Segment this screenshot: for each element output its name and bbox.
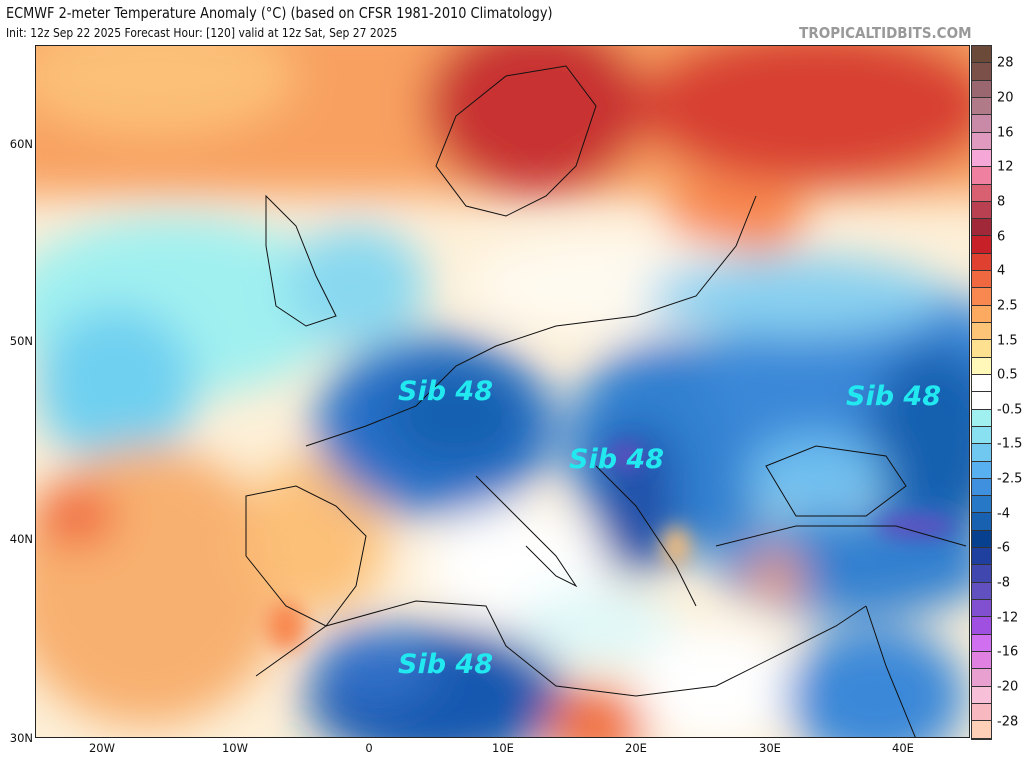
colorbar-segment	[972, 617, 991, 635]
colorbar-label: -2.5	[997, 471, 1023, 487]
colorbar-segment	[972, 669, 991, 687]
colorbar-label: 12	[997, 159, 1014, 175]
colorbar-segment	[972, 149, 991, 168]
annotation-label: Sib 48	[398, 649, 494, 680]
colorbar-segment	[972, 46, 991, 64]
colorbar-segment	[972, 478, 991, 497]
colorbar-segment	[972, 444, 991, 462]
colorbar-segment	[972, 167, 991, 185]
colorbar-segment	[972, 236, 991, 254]
lon-label: 20E	[625, 741, 647, 755]
colorbar	[971, 45, 992, 740]
colorbar-segment	[972, 634, 991, 652]
colorbar-segment	[972, 63, 991, 81]
lat-label: 40N	[9, 532, 33, 546]
colorbar-segment	[972, 184, 991, 202]
colorbar-label: -16	[997, 644, 1019, 660]
colorbar-label: -0.5	[997, 402, 1023, 418]
lat-label: 60N	[9, 137, 33, 151]
colorbar-segment	[972, 426, 991, 445]
colorbar-label: -28	[997, 714, 1019, 730]
colorbar-segment	[972, 548, 991, 566]
colorbar-segment	[972, 253, 991, 272]
colorbar-label: 28	[997, 55, 1014, 71]
colorbar-label: -8	[997, 575, 1010, 591]
colorbar-label: -1.5	[997, 436, 1023, 452]
colorbar-label: 1.5	[997, 333, 1018, 349]
coastlines	[245, 65, 967, 737]
colorbar-label: -12	[997, 610, 1019, 626]
colorbar-label: 20	[997, 90, 1014, 106]
lon-label: 40E	[892, 741, 914, 755]
colorbar-segment	[972, 305, 991, 323]
annotation-label: Sib 48	[846, 381, 942, 412]
colorbar-segment	[972, 392, 991, 410]
lon-label: 0	[365, 741, 373, 755]
colorbar-label: -4	[997, 506, 1010, 522]
colorbar-label: -20	[997, 679, 1019, 695]
colorbar-segment	[972, 600, 991, 618]
annotation-label: Sib 48	[398, 376, 494, 407]
colorbar-segment	[972, 201, 991, 220]
colorbar-segment	[972, 357, 991, 375]
colorbar-segment	[972, 271, 991, 289]
colorbar-segment	[972, 132, 991, 150]
lat-label: 50N	[9, 334, 33, 348]
colorbar-segment	[972, 513, 991, 531]
lat-label: 30N	[9, 731, 33, 745]
colorbar-label: 6	[997, 229, 1006, 245]
colorbar-segment	[972, 323, 991, 341]
colorbar-label: 0.5	[997, 367, 1018, 383]
annotation-label: Sib 48	[569, 444, 665, 475]
colorbar-segment	[972, 721, 991, 739]
lon-label: 10W	[221, 741, 249, 755]
colorbar-segment	[972, 340, 991, 358]
colorbar-segment	[972, 530, 991, 549]
anomaly-field	[36, 46, 969, 737]
colorbar-segment	[972, 582, 991, 600]
colorbar-label: 16	[997, 125, 1014, 141]
map-title: ECMWF 2-meter Temperature Anomaly (°C) (…	[6, 4, 553, 22]
colorbar-segment	[972, 686, 991, 704]
colorbar-segment	[972, 703, 991, 722]
colorbar-segment	[972, 219, 991, 237]
colorbar-label: -6	[997, 540, 1010, 556]
colorbar-segment	[972, 651, 991, 670]
lon-label: 30E	[759, 741, 781, 755]
map-subtitle: Init: 12z Sep 22 2025 Forecast Hour: [12…	[6, 25, 398, 40]
colorbar-label: 8	[997, 194, 1006, 210]
lon-label: 10E	[492, 741, 514, 755]
colorbar-segment	[972, 461, 991, 479]
colorbar-segment	[972, 288, 991, 306]
lon-label: 20W	[88, 741, 116, 755]
temperature-anomaly-map: Sib 48 Sib 48 Sib 48 Sib 48	[35, 45, 970, 738]
colorbar-segment	[972, 80, 991, 98]
colorbar-segment	[972, 374, 991, 393]
colorbar-segment	[972, 565, 991, 583]
colorbar-segment	[972, 115, 991, 133]
colorbar-segment	[972, 97, 991, 116]
colorbar-segment	[972, 496, 991, 514]
brand-watermark: TROPICALTIDBITS.COM	[798, 24, 971, 42]
colorbar-label: 4	[997, 263, 1006, 279]
colorbar-segment	[972, 409, 991, 427]
colorbar-label: 2.5	[997, 298, 1018, 314]
